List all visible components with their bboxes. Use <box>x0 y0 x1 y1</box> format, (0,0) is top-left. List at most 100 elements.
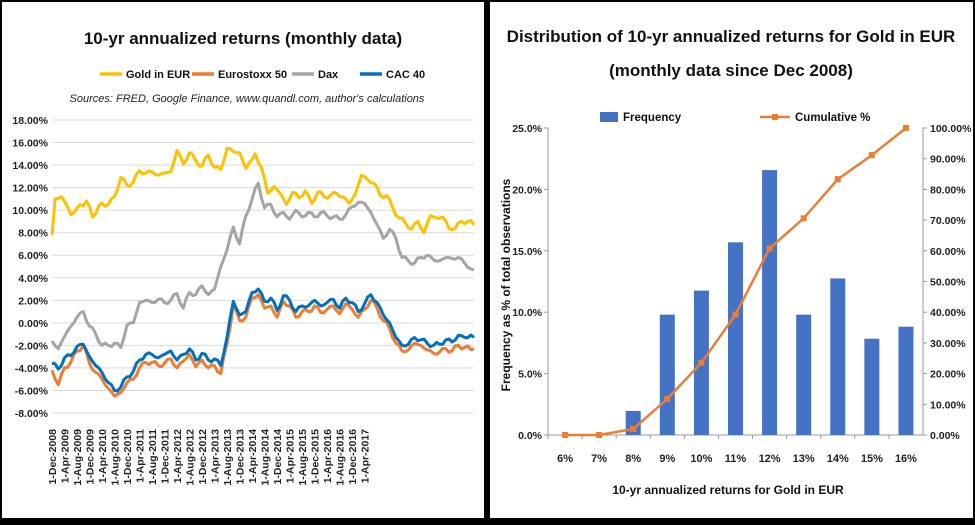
series-lines <box>50 146 476 398</box>
y2-tick-label: 60.00% <box>930 246 966 258</box>
cumulative-marker <box>562 432 569 438</box>
cumulative-marker <box>902 125 909 131</box>
x-tick-label: 15% <box>861 453 883 465</box>
cumulative-marker <box>766 245 773 252</box>
x-tick-label: 1-Aug-2016 <box>335 429 347 486</box>
y-axis: 18.00% 16.00% 14.00% 12.00% 10.00% 8.00% 6.00%… <box>12 115 48 420</box>
legend-swatch-frequency <box>600 112 618 122</box>
cumulative-marker <box>664 395 671 402</box>
y-tick-label: -2.00% <box>15 340 49 352</box>
y-tick-label: 16.00% <box>12 138 48 150</box>
x-tick-label: 1-Aug-2015 <box>297 429 309 486</box>
cumulative-marker <box>732 311 739 318</box>
x-tick-label: 6% <box>557 453 573 465</box>
x-tick-label: 1-Aug-2009 <box>72 429 84 486</box>
y2-tick-label: 80.00% <box>930 184 966 196</box>
x-tick-label: 7% <box>591 453 607 465</box>
y-tick-label: 10.0% <box>512 307 542 319</box>
legend-marker-cumulative <box>772 114 778 120</box>
chart-title: 10-yr annualized returns (monthly data) <box>84 29 402 48</box>
y2-tick-label: 70.00% <box>930 215 966 227</box>
legend-label: CAC 40 <box>386 69 425 81</box>
frequency-bar <box>659 314 675 435</box>
y-tick-label: 20.0% <box>512 184 542 196</box>
x-tick-label: 1-Apr-2017 <box>360 429 372 483</box>
x-tick-label: 8% <box>625 453 641 465</box>
y-tick-label: 18.00% <box>12 115 48 127</box>
cumulative-marker <box>596 432 603 438</box>
x-tick-label: 1-Apr-2009 <box>60 429 72 483</box>
cumulative-marker <box>800 215 807 222</box>
x-tick-label: 1-Aug-2013 <box>222 429 234 486</box>
cumulative-marker <box>834 176 841 183</box>
legend-label: Cumulative % <box>795 112 870 124</box>
series-line-gold-in-eur <box>50 146 476 236</box>
histogram-chart: Distribution of 10-yr annualized returns… <box>499 27 972 497</box>
y-tick-label: 0.00% <box>18 318 48 330</box>
x-tick-label: 1-Aug-2011 <box>147 429 159 485</box>
chart-title-line-1: Distribution of 10-yr annualized returns… <box>507 27 956 46</box>
legend: Frequency Cumulative % <box>600 112 870 124</box>
y-tick-label: -6.00% <box>15 385 49 397</box>
y-tick-label: 25.0% <box>512 123 542 135</box>
series-line-eurostoxx-50 <box>50 293 475 398</box>
frequency-bar <box>830 278 846 435</box>
x-tick-label: 1-Apr-2015 <box>285 429 297 483</box>
y2-tick-label: 20.00% <box>930 369 966 381</box>
x-axis: 1-Dec-2008 1-Apr-2009 1-Aug-2009 1-Dec-2009… <box>47 429 372 486</box>
x-tick-label: 12% <box>759 453 781 465</box>
x-tick-label: 1-Dec-2010 <box>122 429 134 485</box>
x-tick-label: 9% <box>659 453 675 465</box>
y2-tick-label: 50.00% <box>930 277 966 289</box>
x-tick-label: 1-Dec-2016 <box>347 429 359 485</box>
frequency-bar <box>864 338 880 435</box>
y-tick-label: 2.00% <box>18 295 48 307</box>
x-tick-label: 1-Dec-2014 <box>272 429 284 485</box>
chart-subtitle: Sources: FRED, Google Finance, www.quand… <box>70 93 425 105</box>
frequency-bar <box>898 326 914 435</box>
x-tick-label: 13% <box>793 453 815 465</box>
x-axis-label: 10-yr annualized returns for Gold in EUR <box>612 483 844 497</box>
x-tick-label: 10% <box>690 453 712 465</box>
frequency-bar <box>796 314 812 435</box>
x-tick-label: 16% <box>895 453 917 465</box>
cumulative-line <box>562 125 909 438</box>
x-tick-label: 1-Dec-2009 <box>85 429 97 485</box>
y-tick-label: 8.00% <box>18 228 48 240</box>
x-tick-label: 1-Dec-2015 <box>310 429 322 485</box>
series-line-dax <box>50 181 475 351</box>
x-tick-label: 11% <box>725 453 747 465</box>
x-tick-label: 1-Apr-2013 <box>210 429 222 483</box>
x-tick-label: 1-Dec-2012 <box>197 429 209 485</box>
y-axis-label: Frequency as % of total observations <box>499 178 513 391</box>
gridlines <box>52 119 474 414</box>
legend-label: Eurostoxx 50 <box>218 69 287 81</box>
x-tick-label: 1-Aug-2010 <box>110 429 122 486</box>
legend-label: Frequency <box>623 112 682 124</box>
y-tick-label: 5.0% <box>518 369 543 381</box>
cumulative-marker <box>630 425 637 432</box>
y2-tick-label: 40.00% <box>930 307 966 319</box>
x-tick-label: 1-Dec-2013 <box>235 429 247 485</box>
y-tick-label: 15.0% <box>512 246 542 258</box>
line-chart: 10-yr annualized returns (monthly data) … <box>12 29 476 486</box>
y2-tick-label: 30.00% <box>930 338 966 350</box>
x-tick-label: 1-Apr-2016 <box>322 429 334 483</box>
right-chart-panel: Distribution of 10-yr annualized returns… <box>490 2 973 518</box>
legend-label: Gold in EUR <box>126 69 190 81</box>
y-tick-label: -4.00% <box>15 363 49 375</box>
x-tick-label: 1-Apr-2010 <box>97 429 109 483</box>
chart-title-line-2: (monthly data since Dec 2008) <box>609 61 853 80</box>
y-tick-label: 4.00% <box>18 273 48 285</box>
x-tick-label: 1-Apr-2012 <box>172 429 184 483</box>
x-tick-label: 1-Aug-2012 <box>185 429 197 486</box>
y2-tick-label: 90.00% <box>930 154 966 166</box>
y2-tick-label: 0.00% <box>930 430 960 442</box>
cumulative-marker <box>698 359 705 366</box>
frequency-bar <box>728 242 743 435</box>
legend: Gold in EUR Eurostoxx 50 Dax CAC 40 <box>100 69 425 81</box>
x-tick-label: 1-Dec-2011 <box>160 429 172 484</box>
y2-tick-label: 10.00% <box>930 399 966 411</box>
frequency-bar <box>762 170 778 435</box>
left-chart-panel: 10-yr annualized returns (monthly data) … <box>2 2 484 518</box>
